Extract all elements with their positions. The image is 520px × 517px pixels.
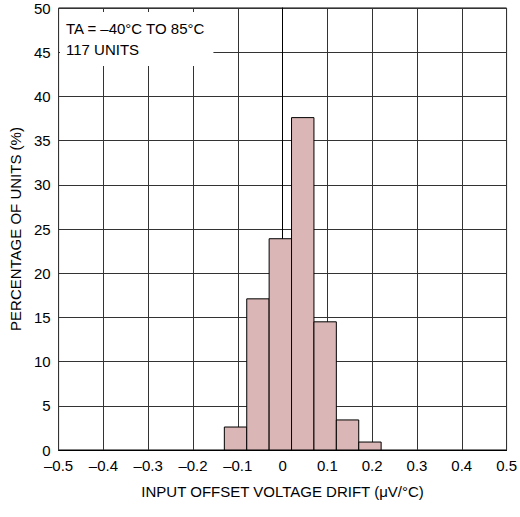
svg-text:35: 35 (34, 132, 51, 149)
svg-text:45: 45 (34, 44, 51, 61)
svg-text:25: 25 (34, 221, 51, 238)
svg-text:–0.2: –0.2 (178, 457, 207, 474)
svg-text:–0.4: –0.4 (89, 457, 118, 474)
svg-text:117 UNITS: 117 UNITS (66, 41, 139, 58)
svg-text:15: 15 (34, 309, 51, 326)
svg-text:0: 0 (278, 457, 286, 474)
svg-text:INPUT OFFSET VOLTAGE DRIFT (μV: INPUT OFFSET VOLTAGE DRIFT (μV/°C) (141, 483, 423, 500)
svg-text:–0.1: –0.1 (223, 457, 252, 474)
svg-text:0.4: 0.4 (451, 457, 472, 474)
svg-text:0.3: 0.3 (407, 457, 428, 474)
svg-text:0: 0 (42, 442, 50, 459)
svg-text:0.1: 0.1 (317, 457, 338, 474)
svg-text:30: 30 (34, 176, 51, 193)
svg-text:–0.5: –0.5 (44, 457, 73, 474)
svg-text:10: 10 (34, 353, 51, 370)
svg-text:5: 5 (42, 397, 50, 414)
svg-text:0.5: 0.5 (496, 457, 517, 474)
svg-text:TA = –40°C TO 85°C: TA = –40°C TO 85°C (66, 20, 204, 37)
svg-text:–0.3: –0.3 (134, 457, 163, 474)
svg-text:0.2: 0.2 (362, 457, 383, 474)
svg-text:PERCENTAGE OF UNITS (%): PERCENTAGE OF UNITS (%) (7, 127, 24, 331)
svg-text:50: 50 (34, 0, 51, 17)
svg-text:40: 40 (34, 88, 51, 105)
svg-text:20: 20 (34, 265, 51, 282)
